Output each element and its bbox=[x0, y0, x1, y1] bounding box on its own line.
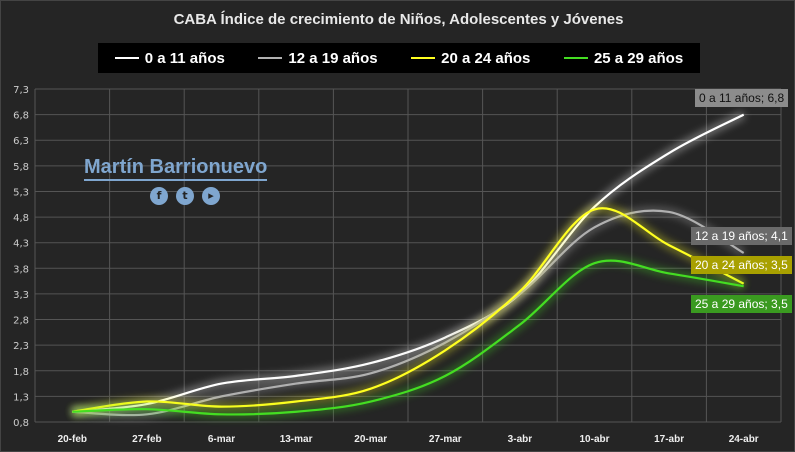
legend: 0 a 11 años 12 a 19 años 20 a 24 años 25… bbox=[98, 43, 700, 73]
legend-swatch bbox=[411, 57, 436, 59]
y-tick-label: 2,8 bbox=[13, 316, 29, 327]
watermark-logo: Martín Barrionuevo bbox=[84, 156, 268, 181]
y-tick-label: 1,8 bbox=[13, 367, 29, 378]
legend-item: 25 a 29 años bbox=[563, 49, 684, 67]
series-line-0 bbox=[72, 113, 745, 413]
x-tick-label: 27-feb bbox=[132, 434, 161, 445]
legend-label: 20 a 24 años bbox=[441, 49, 531, 67]
y-tick-label: 2,3 bbox=[13, 341, 29, 352]
y-tick-label: 4,8 bbox=[13, 213, 29, 224]
y-tick-label: 5,3 bbox=[13, 187, 29, 198]
x-tick-label: 6-mar bbox=[208, 434, 235, 445]
x-tick-label: 20-mar bbox=[354, 434, 387, 445]
legend-item: 0 a 11 años bbox=[114, 49, 225, 67]
series-line-2 bbox=[72, 207, 745, 413]
y-tick-label: 6,8 bbox=[13, 111, 29, 122]
legend-item: 20 a 24 años bbox=[411, 50, 530, 67]
y-tick-label: 6,3 bbox=[13, 136, 29, 147]
x-tick-label: 17-abr bbox=[654, 434, 684, 445]
y-tick-label: 4,3 bbox=[13, 239, 29, 250]
legend-label: 12 a 19 años bbox=[288, 49, 378, 67]
legend-label: 25 a 29 años bbox=[593, 49, 684, 67]
x-tick-label: 13-mar bbox=[280, 434, 313, 445]
twitter-icon: t bbox=[176, 187, 194, 205]
x-tick-label: 20-feb bbox=[58, 434, 87, 445]
y-tick-label: 1,3 bbox=[13, 392, 29, 403]
legend-swatch bbox=[114, 57, 139, 59]
x-tick-label: 10-abr bbox=[579, 434, 609, 445]
series-line-3 bbox=[72, 259, 744, 416]
legend-swatch bbox=[258, 57, 283, 59]
data-label-12-19: 12 a 19 años; 4,1 bbox=[691, 227, 792, 245]
legend-item: 12 a 19 años bbox=[258, 49, 378, 67]
y-tick-label: 7,3 bbox=[13, 85, 29, 96]
y-tick-label: 3,3 bbox=[13, 290, 29, 301]
data-label-25-29: 25 a 29 años; 3,5 bbox=[691, 295, 792, 313]
chart-title: CABA Índice de crecimiento de Niños, Ado… bbox=[173, 11, 624, 28]
y-tick-label: 0,8 bbox=[13, 418, 29, 429]
youtube-icon: ▸ bbox=[202, 187, 220, 205]
legend-swatch bbox=[563, 57, 588, 59]
x-tick-label: 27-mar bbox=[429, 434, 462, 445]
y-tick-label: 3,8 bbox=[13, 264, 29, 275]
x-tick-label: 3-abr bbox=[508, 434, 533, 445]
data-label-20-24: 20 a 24 años; 3,5 bbox=[691, 256, 792, 274]
facebook-icon: f bbox=[150, 187, 168, 205]
y-tick-label: 5,8 bbox=[13, 162, 29, 173]
data-label-0-11: 0 a 11 años; 6,8 bbox=[695, 89, 789, 107]
x-tick-label: 24-abr bbox=[729, 434, 759, 445]
legend-label: 0 a 11 años bbox=[144, 49, 225, 67]
